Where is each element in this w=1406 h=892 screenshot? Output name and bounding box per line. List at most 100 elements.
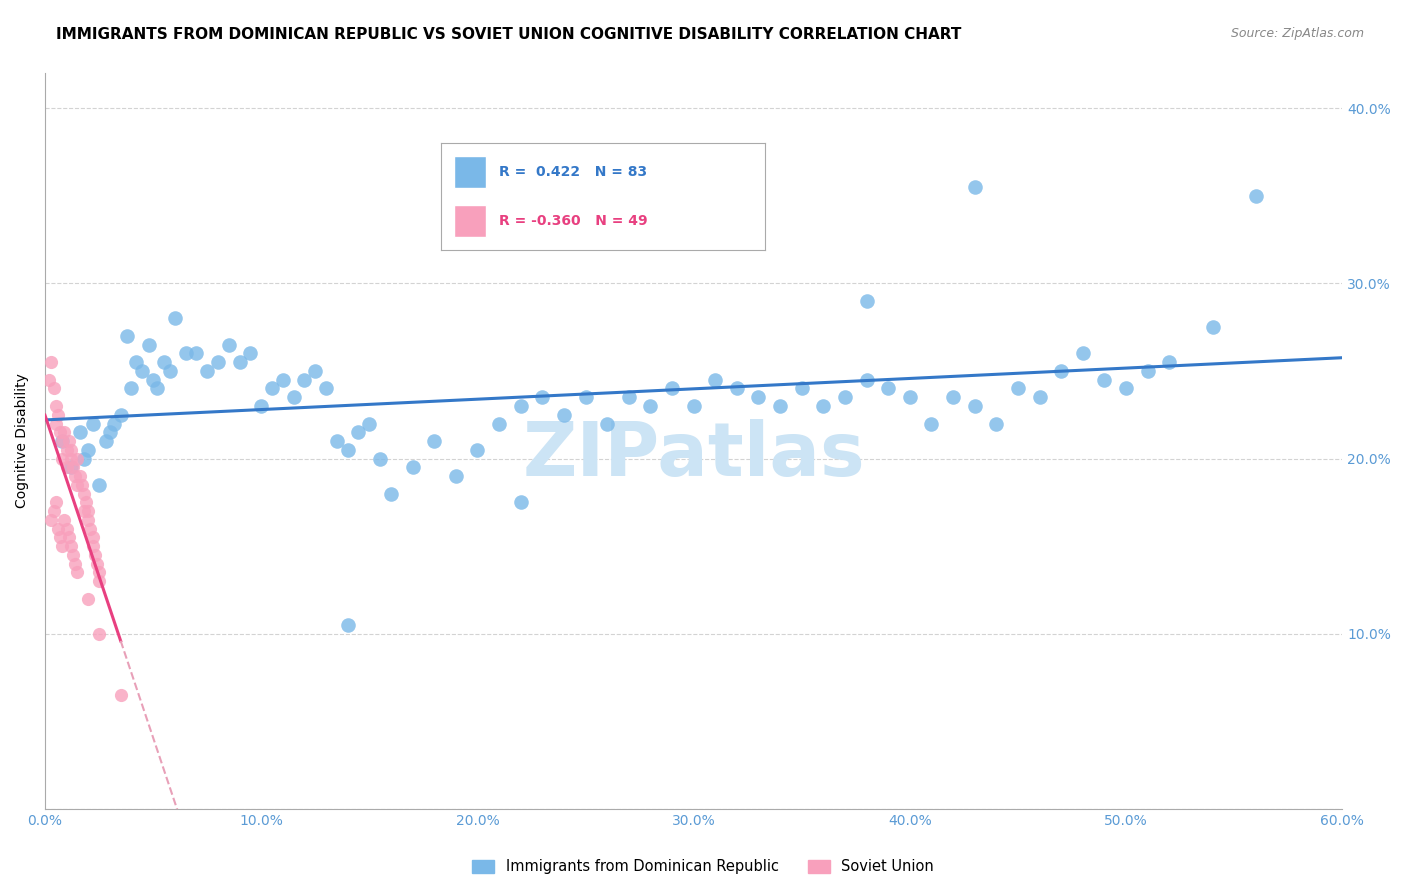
Point <box>898 390 921 404</box>
Point <box>531 390 554 404</box>
Point <box>42 381 65 395</box>
Point <box>73 451 96 466</box>
Point <box>596 417 619 431</box>
Point <box>55 460 77 475</box>
Point <box>79 522 101 536</box>
Point <box>942 390 965 404</box>
Point <box>59 451 82 466</box>
Point <box>125 355 148 369</box>
Point <box>855 373 877 387</box>
Point <box>195 364 218 378</box>
Text: ZIPatlas: ZIPatlas <box>522 419 865 492</box>
Point <box>49 425 72 440</box>
Point <box>66 478 89 492</box>
Point <box>65 557 87 571</box>
Point <box>218 337 240 351</box>
Point <box>41 355 63 369</box>
Point <box>682 399 704 413</box>
Point <box>87 627 110 641</box>
Point <box>110 408 132 422</box>
Point <box>1159 355 1181 369</box>
Point <box>1201 320 1223 334</box>
Point <box>86 557 108 571</box>
Point <box>46 408 69 422</box>
Point <box>488 417 510 431</box>
Point <box>58 530 80 544</box>
Point <box>790 381 813 395</box>
Point <box>574 390 596 404</box>
Point <box>53 513 76 527</box>
Point <box>963 399 986 413</box>
Point <box>87 574 110 589</box>
Point <box>70 478 93 492</box>
Point <box>1050 364 1073 378</box>
Point <box>103 417 125 431</box>
Point <box>146 381 169 395</box>
Point <box>82 530 104 544</box>
Point <box>110 688 132 702</box>
Point <box>704 373 727 387</box>
Point <box>283 390 305 404</box>
Point <box>444 469 467 483</box>
Point <box>920 417 942 431</box>
Point <box>94 434 117 448</box>
Point <box>75 495 97 509</box>
Point <box>49 530 72 544</box>
Point <box>725 381 748 395</box>
Point <box>46 522 69 536</box>
Point <box>239 346 262 360</box>
Point <box>1007 381 1029 395</box>
Point <box>1244 188 1267 202</box>
Point <box>66 451 89 466</box>
Point <box>87 478 110 492</box>
Point <box>138 337 160 351</box>
Point <box>336 442 359 457</box>
Point <box>55 442 77 457</box>
Point <box>315 381 337 395</box>
Point <box>228 355 250 369</box>
Point <box>87 566 110 580</box>
Point <box>467 442 489 457</box>
Point <box>55 522 77 536</box>
Y-axis label: Cognitive Disability: Cognitive Disability <box>15 374 30 508</box>
Point <box>51 434 73 448</box>
Point <box>174 346 197 360</box>
Point <box>509 495 531 509</box>
Point <box>877 381 900 395</box>
Point <box>51 539 73 553</box>
Point <box>640 399 662 413</box>
Point <box>855 293 877 308</box>
Point <box>45 495 67 509</box>
Point <box>986 417 1008 431</box>
Point <box>51 451 73 466</box>
Point <box>77 442 100 457</box>
Legend: Immigrants from Dominican Republic, Soviet Union: Immigrants from Dominican Republic, Sovi… <box>467 854 939 880</box>
Point <box>115 329 138 343</box>
Point <box>62 460 84 475</box>
Point <box>58 434 80 448</box>
Point <box>509 399 531 413</box>
Point <box>83 548 105 562</box>
Point <box>53 425 76 440</box>
Point <box>368 451 391 466</box>
Point <box>423 434 446 448</box>
Point <box>769 399 792 413</box>
Point <box>142 373 165 387</box>
Point <box>73 486 96 500</box>
Point <box>77 591 100 606</box>
Point <box>77 513 100 527</box>
Point <box>159 364 181 378</box>
Point <box>59 442 82 457</box>
Point <box>1071 346 1094 360</box>
Point <box>1094 373 1116 387</box>
Point <box>250 399 273 413</box>
Point <box>834 390 856 404</box>
Point <box>82 539 104 553</box>
Point <box>45 417 67 431</box>
Point <box>326 434 349 448</box>
Point <box>207 355 229 369</box>
Point <box>51 434 73 448</box>
Point <box>963 180 986 194</box>
Point <box>813 399 835 413</box>
Point <box>77 504 100 518</box>
